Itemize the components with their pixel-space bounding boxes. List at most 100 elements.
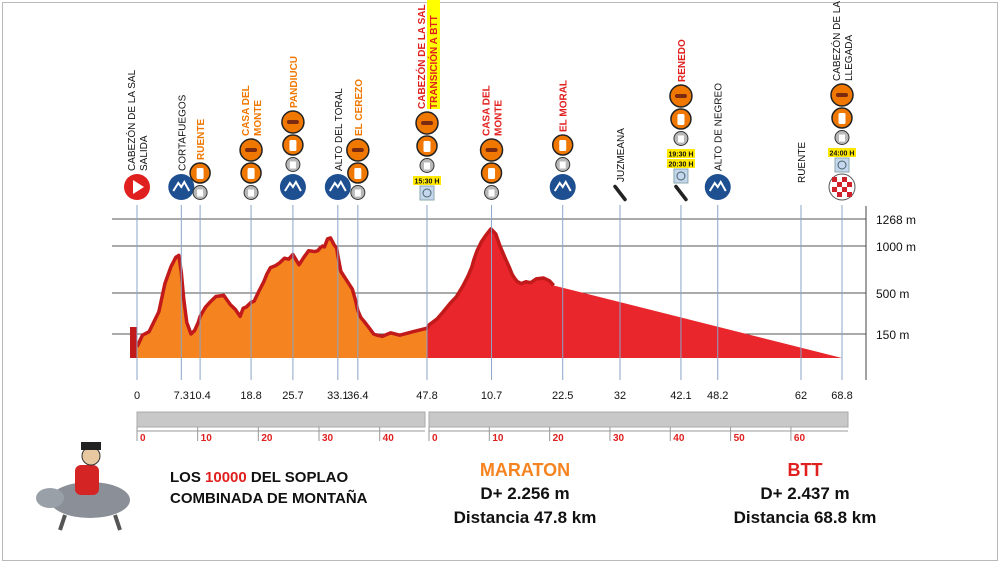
trash-icon (192, 185, 208, 200)
x-tick-label: 25.7 (282, 390, 303, 402)
x-tick-label: 10.4 (189, 390, 210, 402)
scale-label: 10 (492, 433, 504, 444)
waypoint-marker: CORTAFUEGOS (168, 94, 195, 200)
btt-distance: Distancia 68.8 km (733, 508, 877, 527)
bull-rider-icon (36, 442, 130, 531)
event-prefix: LOS (170, 469, 206, 486)
x-tick-label: 7.3 (174, 390, 189, 402)
waypoint-marker: CASA DEL MONTE (479, 85, 505, 200)
time-badge (666, 159, 695, 168)
trash-icon (419, 158, 435, 173)
food-icon (830, 83, 854, 107)
bottle-icon (551, 134, 574, 156)
event-suffix: DEL SOPLAO (246, 469, 349, 486)
bottle-icon (831, 107, 853, 129)
scale-label: 10 (201, 433, 213, 444)
clock-icon (419, 185, 435, 201)
waypoint-marker: RUENTE (189, 119, 211, 200)
waypoint-label: PANDIUCU (289, 56, 300, 108)
scale-label: 30 (613, 433, 625, 444)
food-icon (669, 84, 693, 108)
mountain-icon (704, 174, 731, 200)
x-tick-label: 48.2 (707, 390, 728, 402)
mountain-icon (549, 174, 576, 200)
clock-icon (673, 168, 689, 184)
waypoint-marker: CASA DEL MONTE (239, 85, 264, 200)
food-icon (239, 138, 263, 162)
waypoint-marker: RUENTE (797, 142, 808, 183)
mountain-icon (279, 174, 306, 200)
x-tick-label: 0 (134, 390, 140, 402)
maraton-area (137, 237, 427, 358)
trash-icon (834, 130, 850, 145)
waypoint-label: MONTE (253, 100, 264, 136)
waypoint-marker: 15:30 H CABEZÓN DE LA SAL TRANSICIÓN A BTT (413, 0, 441, 201)
maraton-distance: Distancia 47.8 km (453, 508, 597, 527)
scale-label: 40 (673, 433, 685, 444)
event-title: LOS 10000 DEL SOPLAO COMBINADA DE MONTAÑ… (170, 467, 367, 509)
btt-elevation-gain: D+ 2.437 m (760, 484, 850, 503)
clock-icon (834, 157, 850, 173)
x-tick-label: 62 (795, 390, 807, 402)
btt-area (427, 228, 842, 358)
waypoint-marker: JUZMEANA (611, 128, 630, 203)
highlight-box (427, 0, 440, 109)
scale-label: 20 (553, 433, 565, 444)
trash-icon (484, 185, 500, 200)
x-tick-label: 18.8 (240, 390, 261, 402)
food-icon (281, 110, 305, 134)
trash-icon (285, 157, 301, 172)
waypoint-label: ALTO DE NEGREO (714, 83, 725, 171)
x-tick-label: 68.8 (831, 390, 852, 402)
mountain-icon (168, 174, 195, 200)
btt-summary: BTT D+ 2.437 m Distancia 68.8 km (720, 458, 890, 530)
waypoint-label: TRANSICIÓN A BTT (427, 15, 440, 109)
scale-label: 20 (261, 433, 273, 444)
time-label: 20:30 H (668, 162, 693, 169)
food-icon (415, 111, 439, 135)
elevation-label: 150 m (876, 328, 909, 342)
x-tick-label: 22.5 (552, 390, 573, 402)
bottle-icon (670, 108, 692, 130)
x-tick-label: 10.7 (481, 390, 502, 402)
time-label: 19:30 H (668, 152, 693, 159)
waypoint-label: EL CEREZO (354, 79, 365, 136)
x-tick-label: 47.8 (416, 390, 437, 402)
waypoint-marker: 20:30 H 19:30 H RENEDO (666, 39, 695, 203)
waypoint-marker: CABEZÓN DE LA SAL SALIDA (124, 69, 150, 200)
maraton-scale-bar (136, 411, 426, 428)
start-edge-mark (130, 327, 137, 358)
bottle-icon (416, 135, 438, 157)
x-tick-label: 32 (614, 390, 626, 402)
waypoint-marker: ALTO DEL TORAL (324, 88, 351, 200)
waypoint-label: ALTO DEL TORAL (334, 88, 345, 171)
scale-label: 40 (383, 433, 395, 444)
trash-icon (555, 157, 571, 172)
scale-label: 0 (432, 433, 438, 444)
trash-icon (350, 185, 366, 200)
start-icon (124, 174, 150, 200)
waypoint-label: CASA DEL (482, 85, 493, 136)
btt-scale-bar (428, 411, 849, 428)
waypoint-label: CABEZÓN DE LA SAL (125, 69, 138, 171)
bottle-icon (282, 134, 304, 156)
btt-title: BTT (787, 460, 823, 480)
time-badge (413, 176, 441, 185)
waypoint-label: CORTAFUEGOS (177, 94, 188, 171)
waypoint-marker: 24:00 H CABEZÓN DE LA SAL LLEGADA (828, 0, 856, 201)
time-badge (666, 149, 695, 158)
waypoint-marker: ALTO DE NEGREO (704, 83, 731, 200)
elevation-label: 1000 m (876, 240, 916, 254)
maraton-title: MARATON (479, 460, 571, 480)
elevation-label: 500 m (876, 287, 909, 301)
maraton-summary: MARATON D+ 2.256 m Distancia 47.8 km (440, 458, 610, 530)
scale-label: 30 (322, 433, 334, 444)
bottle-icon (480, 162, 503, 184)
waypoint-label: SALIDA (139, 135, 150, 171)
scale-label: 50 (734, 433, 746, 444)
scale-label: 60 (794, 433, 806, 444)
waypoint-label: CABEZÓN DE LA SAL (830, 0, 843, 81)
waypoint-marker: PANDIUCU (279, 56, 306, 200)
waypoint-label: RUENTE (797, 142, 808, 183)
event-number: 10000 (205, 469, 247, 486)
